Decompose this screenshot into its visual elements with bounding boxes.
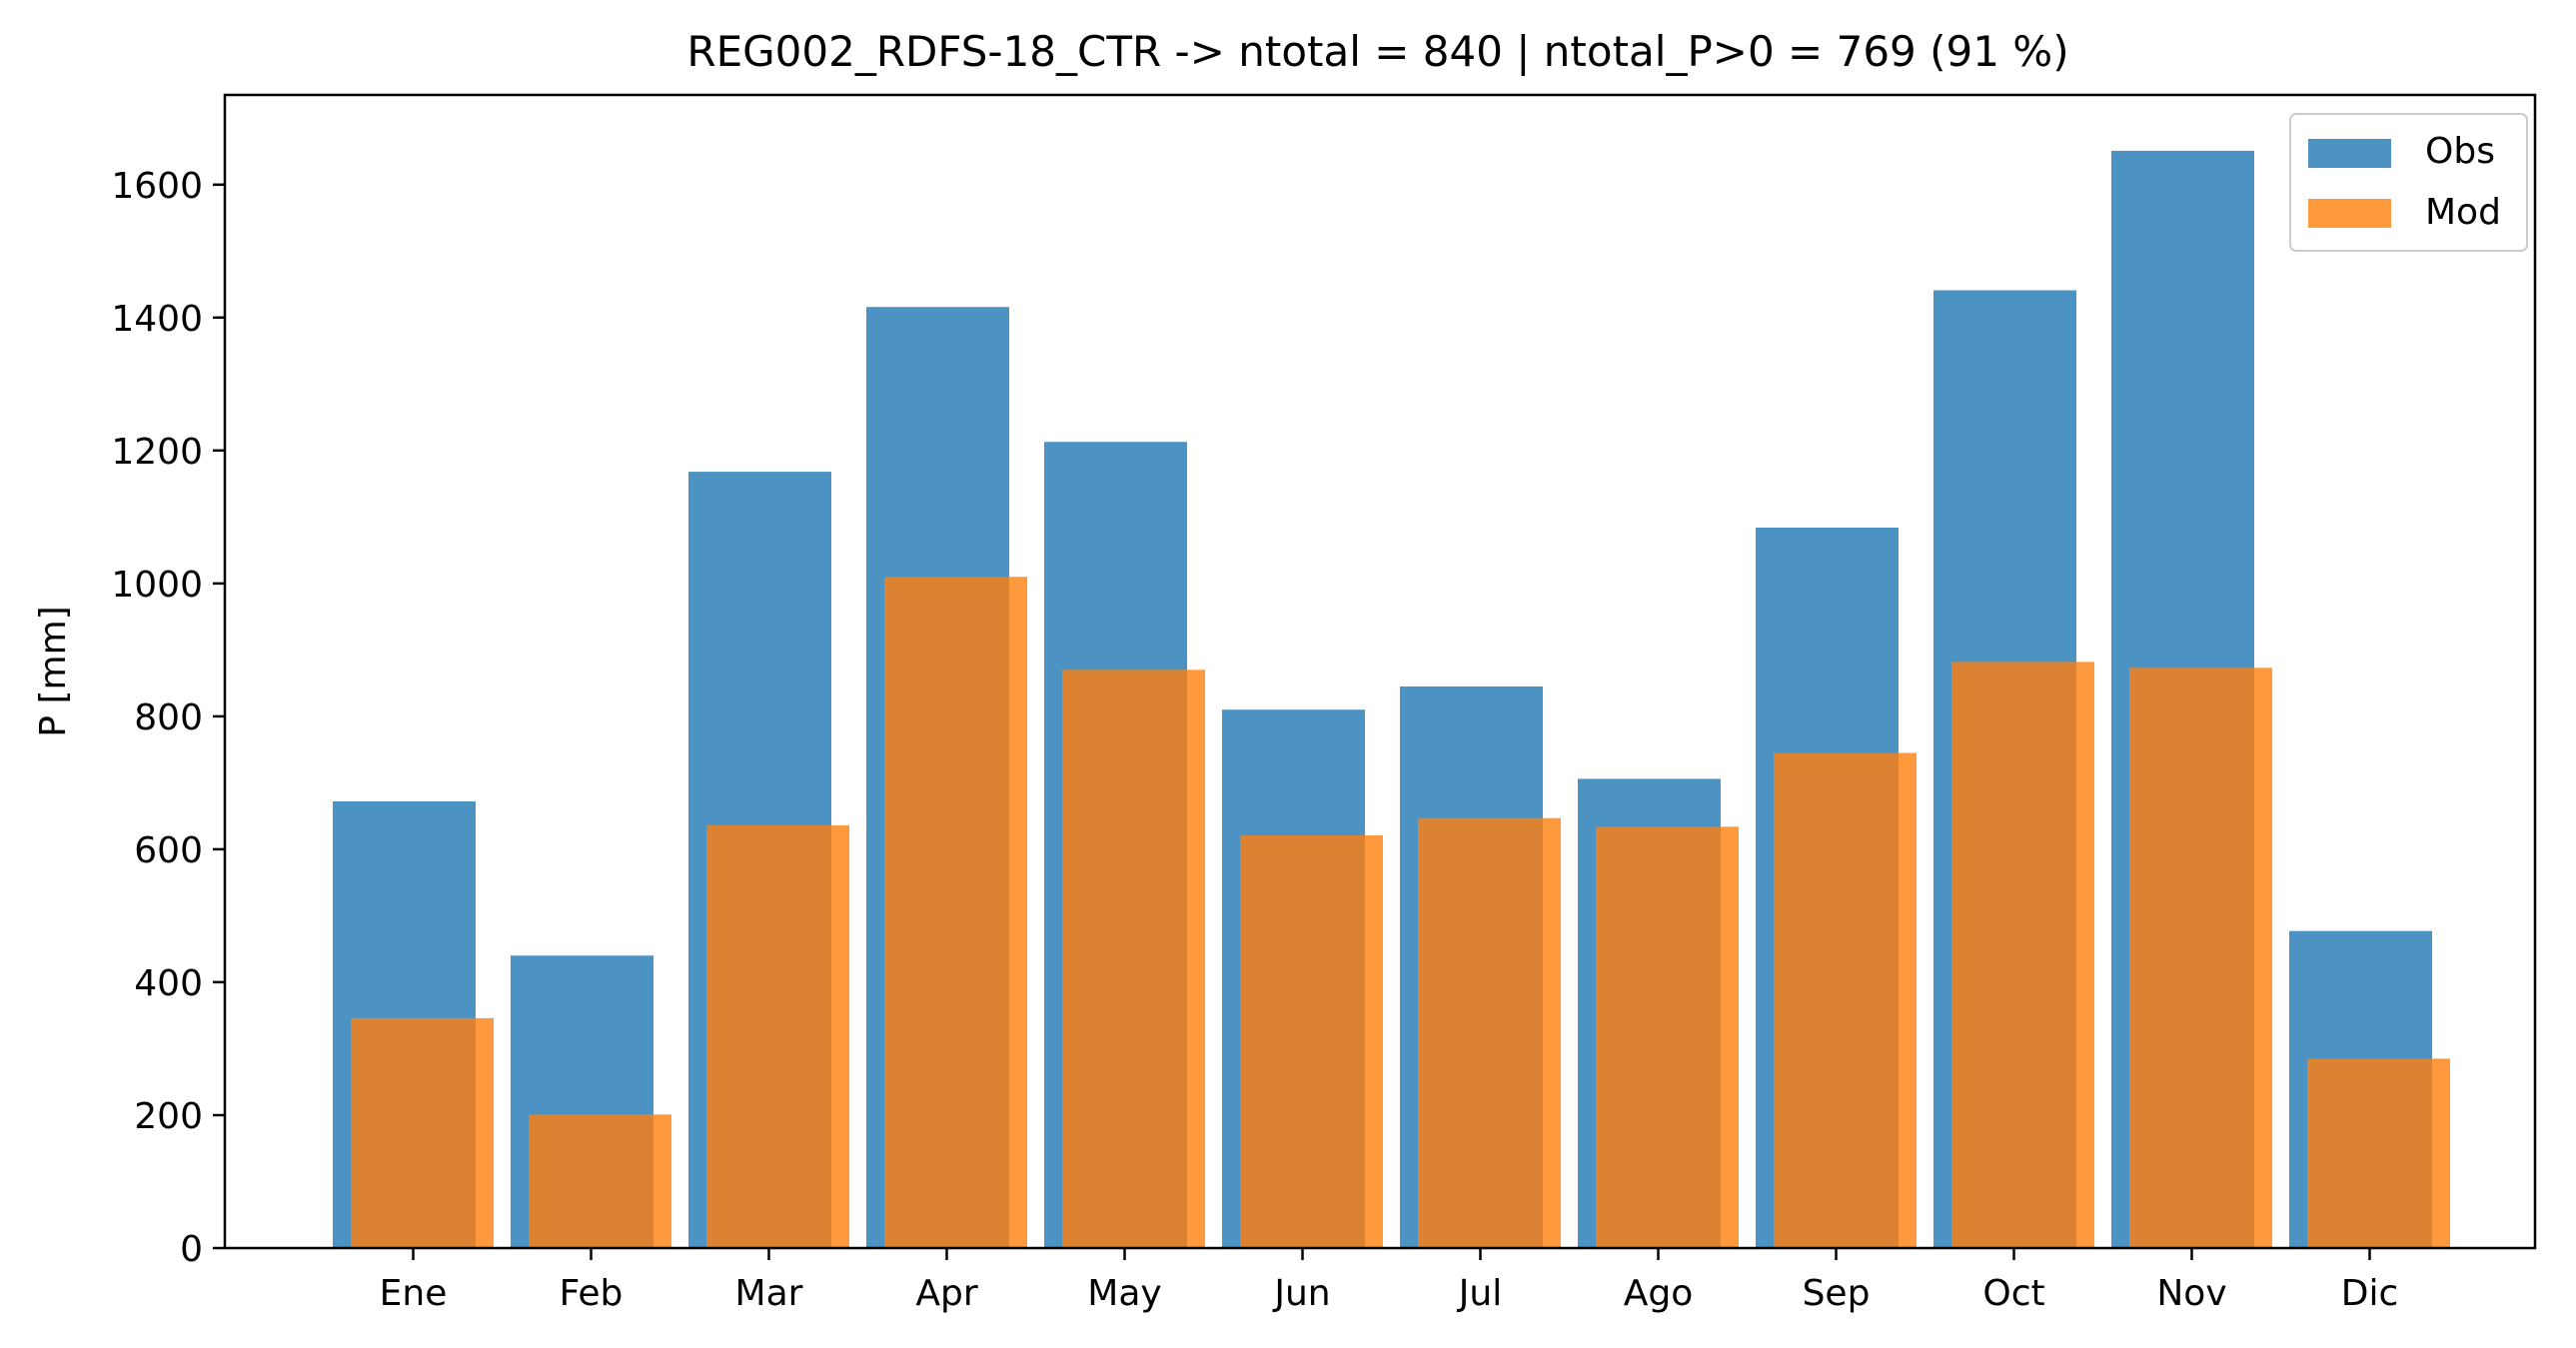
legend-label-obs: Obs [2425,131,2495,172]
y-tick-label-1200: 1200 [111,432,203,473]
y-axis-label: P [mm] [33,606,74,736]
bar-mod-ago [1596,826,1739,1248]
legend-swatch-mod [2308,199,2391,228]
chart-title: REG002_RDFS-18_CTR -> ntotal = 840 | nto… [686,27,2068,76]
bar-mod-oct [1951,662,2094,1248]
legend-label-mod: Mod [2425,192,2501,233]
y-tick-label-200: 200 [134,1096,203,1137]
x-tick-label-may: May [1087,1273,1161,1314]
y-tick-label-400: 400 [134,963,203,1004]
bar-mod-may [1062,670,1205,1248]
x-tick-label-nov: Nov [2156,1273,2226,1314]
y-tick-label-0: 0 [180,1229,203,1270]
legend-swatch-obs [2308,139,2391,168]
y-axis-ticks: 0 200 400 600 800 1000 1200 1400 1600 [111,166,225,1270]
bar-mod-jun [1240,835,1383,1248]
y-tick-label-1600: 1600 [111,166,203,207]
bar-mod-mar [706,825,849,1248]
x-tick-label-mar: Mar [735,1273,803,1314]
x-tick-label-sep: Sep [1803,1273,1871,1314]
bar-mod-sep [1774,752,1917,1248]
y-tick-label-1400: 1400 [111,299,203,340]
bar-mod-ene [351,1017,494,1248]
legend: Obs Mod [2289,113,2528,252]
bar-mod-dic [2307,1058,2450,1248]
x-axis-ticks: Ene Feb Mar Apr May Jun Jul Ago Sep Oct Nov Dic [380,1248,2399,1314]
x-tick-label-ene: Ene [380,1273,448,1314]
x-tick-label-apr: Apr [915,1273,977,1314]
bar-mod-apr [884,577,1027,1248]
x-tick-label-ago: Ago [1624,1273,1694,1314]
x-tick-label-feb: Feb [560,1273,624,1314]
x-tick-label-jun: Jun [1272,1273,1330,1314]
bar-mod-nov [2129,668,2272,1248]
x-tick-label-oct: Oct [1982,1273,2044,1314]
series-mod-bars [351,577,2450,1248]
y-tick-label-800: 800 [134,697,203,738]
y-tick-label-600: 600 [134,830,203,871]
x-tick-label-jul: Jul [1457,1273,1502,1314]
x-tick-label-dic: Dic [2341,1273,2399,1314]
y-tick-label-1000: 1000 [111,565,203,606]
bar-mod-feb [529,1114,671,1248]
bar-mod-jul [1418,817,1561,1248]
plot-frame [223,93,2537,1250]
